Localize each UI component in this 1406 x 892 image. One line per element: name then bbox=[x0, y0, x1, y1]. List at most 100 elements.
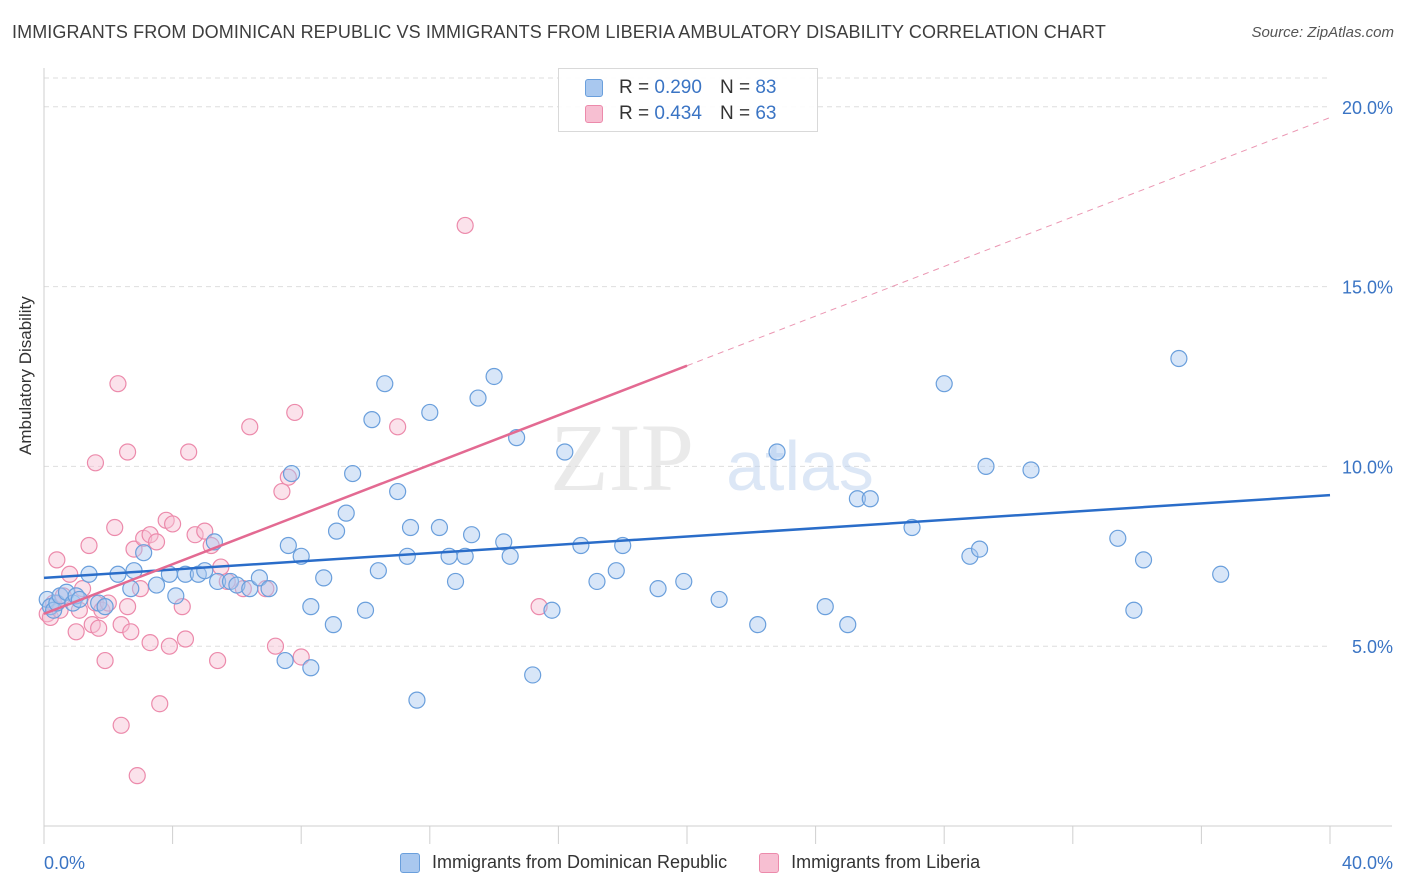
dominican-point bbox=[861, 490, 879, 508]
dominican-point bbox=[241, 580, 259, 598]
dominican-point bbox=[556, 443, 574, 461]
liberia-point bbox=[164, 515, 182, 533]
y-tick-label: 15.0% bbox=[1342, 278, 1393, 298]
dominican-point bbox=[196, 562, 214, 580]
liberia-point bbox=[176, 630, 195, 648]
dominican-point bbox=[356, 601, 375, 619]
liberia-point bbox=[196, 522, 214, 540]
dominican-point bbox=[315, 569, 333, 587]
liberia-point bbox=[73, 580, 92, 598]
watermark-zip: ZIP bbox=[550, 404, 694, 511]
liberia-point bbox=[160, 637, 178, 655]
legend-n-value: 63 bbox=[755, 103, 777, 124]
dominican-point bbox=[398, 547, 416, 565]
dominican-point bbox=[369, 562, 387, 580]
dominican-point bbox=[469, 389, 487, 407]
dominican-point bbox=[1170, 349, 1188, 368]
dominican-point bbox=[543, 601, 561, 619]
liberia-point bbox=[209, 651, 227, 670]
correlation-legend: R = 0.290 N = 83 R = 0.434 N = 63 bbox=[558, 68, 818, 132]
liberia-point bbox=[131, 580, 150, 598]
dominican-point bbox=[749, 616, 767, 634]
liberia-point bbox=[151, 695, 169, 713]
dominican-point bbox=[376, 375, 394, 393]
dominican-point bbox=[485, 367, 503, 386]
legend-item-dominican: Immigrants from Dominican Republic bbox=[400, 852, 727, 873]
legend-swatch-blue bbox=[585, 79, 603, 97]
y-tick-label: 5.0% bbox=[1352, 637, 1393, 657]
dominican-point bbox=[462, 526, 481, 544]
liberia-point bbox=[273, 482, 291, 501]
dominican-point bbox=[768, 443, 786, 461]
dominican-point bbox=[649, 580, 667, 598]
tick-labels: 5.0% 10.0% 15.0% 20.0% 0.0% 40.0% bbox=[44, 98, 1393, 873]
dominican-point bbox=[1212, 565, 1230, 583]
liberia-point bbox=[389, 418, 407, 436]
liberia-point bbox=[266, 637, 285, 655]
watermark-atlas: atlas bbox=[726, 427, 874, 505]
dominican-point bbox=[327, 522, 346, 540]
dominican-points bbox=[38, 349, 1230, 709]
dominican-point bbox=[302, 659, 320, 677]
liberia-point bbox=[118, 443, 137, 461]
liberia-point bbox=[80, 536, 98, 555]
liberia-point bbox=[125, 540, 143, 558]
dominican-point bbox=[675, 572, 693, 591]
liberia-point bbox=[112, 616, 130, 634]
liberia-point bbox=[292, 648, 310, 666]
dominican-point bbox=[96, 598, 114, 616]
dominican-point bbox=[1125, 601, 1143, 619]
series-legend: Immigrants from Dominican Republic Immig… bbox=[400, 852, 1012, 873]
liberia-point bbox=[67, 623, 85, 641]
dominican-point bbox=[421, 403, 439, 422]
dominican-point bbox=[1022, 461, 1040, 479]
dominican-point bbox=[135, 544, 153, 562]
liberia-point bbox=[48, 551, 66, 569]
dominican-point bbox=[324, 616, 342, 634]
dominican-point bbox=[572, 536, 590, 555]
legend-n-label: N = bbox=[719, 103, 751, 124]
liberia-point bbox=[186, 526, 204, 544]
dominican-point bbox=[147, 576, 166, 594]
dominican-point bbox=[430, 518, 449, 537]
liberia-point bbox=[128, 767, 146, 785]
dominican-point bbox=[607, 562, 625, 580]
source-label: Source: ZipAtlas.com bbox=[1251, 24, 1394, 41]
dominican-point bbox=[710, 590, 728, 609]
liberia-point bbox=[86, 454, 105, 472]
y-tick-label: 10.0% bbox=[1342, 457, 1393, 477]
legend-row-liberia: R = 0.434 N = 63 bbox=[585, 102, 776, 126]
legend-label-dominican: Immigrants from Dominican Republic bbox=[432, 852, 728, 872]
dominican-point bbox=[1109, 529, 1127, 547]
liberia-points bbox=[38, 216, 548, 785]
liberia-trend-line bbox=[43, 364, 688, 615]
dominican-point bbox=[302, 598, 320, 616]
liberia-trend-extension bbox=[686, 117, 1331, 367]
dominican-point bbox=[389, 482, 407, 501]
dominican-point bbox=[228, 576, 246, 594]
liberia-point bbox=[147, 533, 166, 551]
dominican-point bbox=[250, 569, 269, 587]
y-axis-label: Ambulatory Disability bbox=[16, 296, 35, 455]
dominican-point bbox=[363, 411, 381, 429]
trend-lines bbox=[43, 117, 1331, 615]
dominican-point bbox=[816, 598, 834, 616]
liberia-point bbox=[456, 216, 474, 235]
dominican-point bbox=[935, 375, 953, 393]
dominican-trend-line bbox=[43, 493, 1331, 580]
dominican-point bbox=[839, 616, 857, 634]
dominican-point bbox=[456, 547, 474, 565]
dominican-point bbox=[1134, 551, 1153, 569]
legend-n-label: N = bbox=[719, 77, 751, 98]
axes bbox=[43, 68, 1392, 844]
liberia-point bbox=[180, 443, 198, 461]
dominican-point bbox=[848, 490, 866, 508]
dominican-point bbox=[344, 464, 362, 483]
legend-swatch-blue bbox=[400, 852, 420, 873]
legend-swatch-pink bbox=[759, 852, 780, 873]
legend-r-value: 0.290 bbox=[654, 77, 702, 98]
x-tick-label: 40.0% bbox=[1342, 853, 1393, 873]
y-tick-label: 20.0% bbox=[1342, 98, 1393, 118]
liberia-point bbox=[173, 598, 191, 616]
